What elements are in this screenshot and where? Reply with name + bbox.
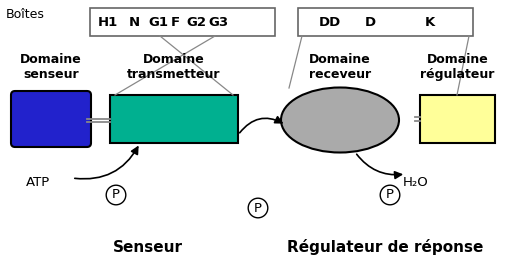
Text: H1: H1 (98, 16, 118, 28)
Text: H₂O: H₂O (403, 176, 429, 189)
Text: G1: G1 (148, 16, 168, 28)
FancyBboxPatch shape (420, 95, 495, 143)
Text: D: D (364, 16, 375, 28)
Text: G3: G3 (208, 16, 228, 28)
Text: F: F (171, 16, 179, 28)
Text: P: P (112, 189, 120, 202)
Text: DD: DD (319, 16, 341, 28)
Text: N: N (129, 16, 140, 28)
Text: P: P (254, 202, 262, 214)
Text: ATP: ATP (26, 176, 50, 189)
Text: Domaine
transmetteur: Domaine transmetteur (127, 53, 221, 81)
Text: Domaine
régulateur: Domaine régulateur (420, 53, 495, 81)
FancyBboxPatch shape (11, 91, 91, 147)
FancyBboxPatch shape (90, 8, 275, 36)
Text: P: P (386, 189, 394, 202)
Text: Domaine
senseur: Domaine senseur (20, 53, 82, 81)
FancyBboxPatch shape (110, 95, 238, 143)
FancyArrowPatch shape (357, 154, 401, 178)
Text: Domaine
receveur: Domaine receveur (309, 53, 371, 81)
Text: Senseur: Senseur (113, 240, 183, 255)
Text: Régulateur de réponse: Régulateur de réponse (287, 239, 483, 255)
FancyArrowPatch shape (75, 147, 138, 179)
Text: K: K (425, 16, 435, 28)
Ellipse shape (281, 88, 399, 153)
Text: G2: G2 (186, 16, 206, 28)
FancyArrowPatch shape (240, 117, 282, 133)
Text: Boîtes: Boîtes (6, 8, 45, 20)
FancyBboxPatch shape (298, 8, 473, 36)
